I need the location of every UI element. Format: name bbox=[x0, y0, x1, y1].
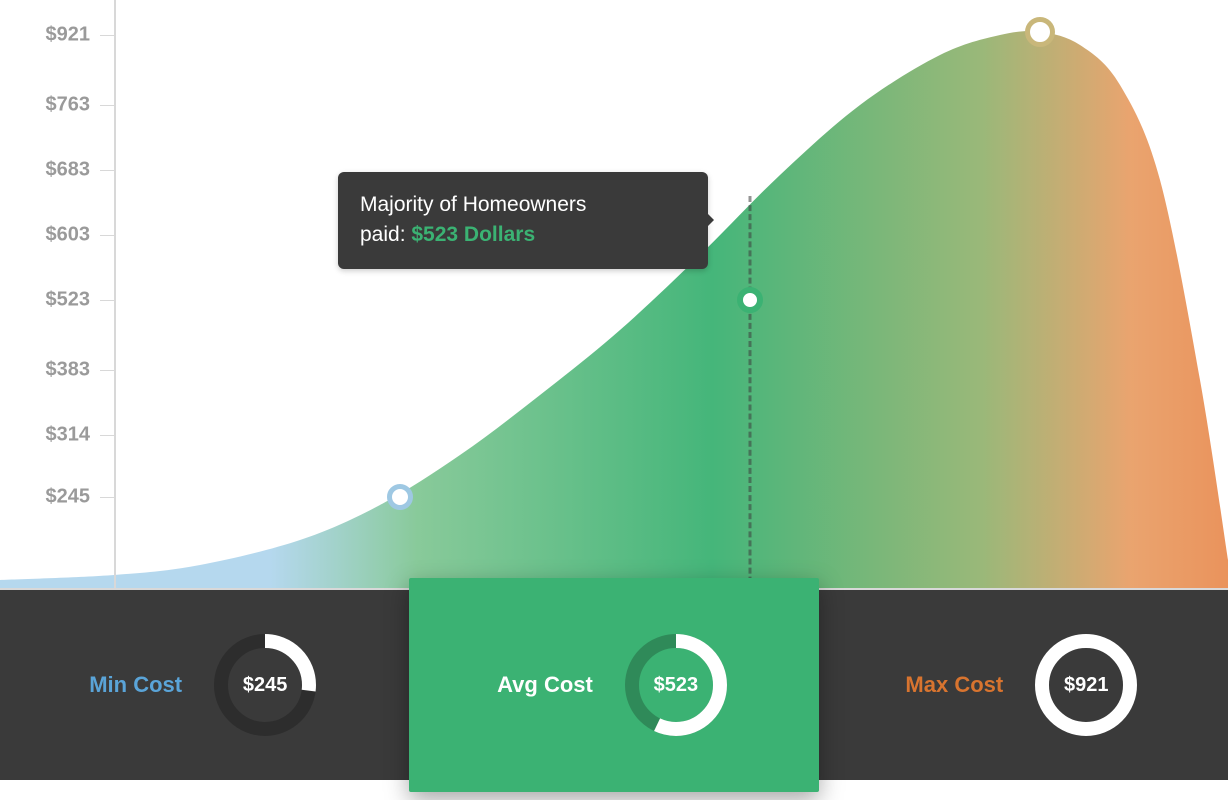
avg-marker bbox=[737, 287, 763, 313]
y-axis-tick bbox=[100, 35, 114, 36]
area-curve-svg bbox=[0, 0, 1228, 590]
avg-cost-panel: Avg Cost $523 bbox=[409, 578, 818, 792]
y-axis-tick bbox=[100, 235, 114, 236]
y-axis-label: $683 bbox=[0, 159, 100, 182]
y-axis-tick bbox=[100, 370, 114, 371]
y-axis-tick bbox=[100, 497, 114, 498]
avg-guide-line bbox=[749, 196, 752, 628]
max-cost-label: Max Cost bbox=[905, 672, 1003, 698]
avg-cost-label: Avg Cost bbox=[497, 672, 593, 698]
y-axis-tick bbox=[100, 435, 114, 436]
y-axis-line bbox=[114, 0, 116, 590]
y-axis-label: $921 bbox=[0, 24, 100, 47]
tooltip-line1: Majority of Homeowners bbox=[360, 190, 682, 220]
y-axis-label: $245 bbox=[0, 486, 100, 509]
cost-chart-container: $921 $763 $683 $603 $523 $383 $314 $245 Majorit… bbox=[0, 0, 1228, 800]
avg-cost-value: $523 bbox=[621, 630, 731, 740]
max-cost-donut: $921 bbox=[1031, 630, 1141, 740]
summary-panel: Min Cost $245 Avg Cost $523 Max Cost $92… bbox=[0, 590, 1228, 780]
min-cost-label: Min Cost bbox=[89, 672, 182, 698]
min-marker bbox=[387, 484, 413, 510]
y-axis-tick bbox=[100, 170, 114, 171]
tooltip-line2: paid: $523 Dollars bbox=[360, 220, 682, 250]
y-axis-label: $763 bbox=[0, 94, 100, 117]
y-axis-label: $314 bbox=[0, 424, 100, 447]
max-cost-value: $921 bbox=[1031, 630, 1141, 740]
y-axis-tick bbox=[100, 300, 114, 301]
tooltip-prefix: paid: bbox=[360, 223, 411, 246]
max-marker bbox=[1025, 17, 1055, 47]
y-axis-label: $603 bbox=[0, 224, 100, 247]
y-axis-label: $523 bbox=[0, 289, 100, 312]
tooltip-highlight: $523 Dollars bbox=[411, 223, 535, 246]
avg-tooltip: Majority of Homeowners paid: $523 Dollar… bbox=[338, 172, 708, 269]
y-axis-tick bbox=[100, 105, 114, 106]
min-cost-panel: Min Cost $245 bbox=[0, 590, 409, 780]
avg-cost-donut: $523 bbox=[621, 630, 731, 740]
max-cost-panel: Max Cost $921 bbox=[819, 590, 1228, 780]
y-axis-label: $383 bbox=[0, 359, 100, 382]
chart-plot-area: $921 $763 $683 $603 $523 $383 $314 $245 Majorit… bbox=[0, 0, 1228, 590]
min-cost-donut: $245 bbox=[210, 630, 320, 740]
min-cost-value: $245 bbox=[210, 630, 320, 740]
